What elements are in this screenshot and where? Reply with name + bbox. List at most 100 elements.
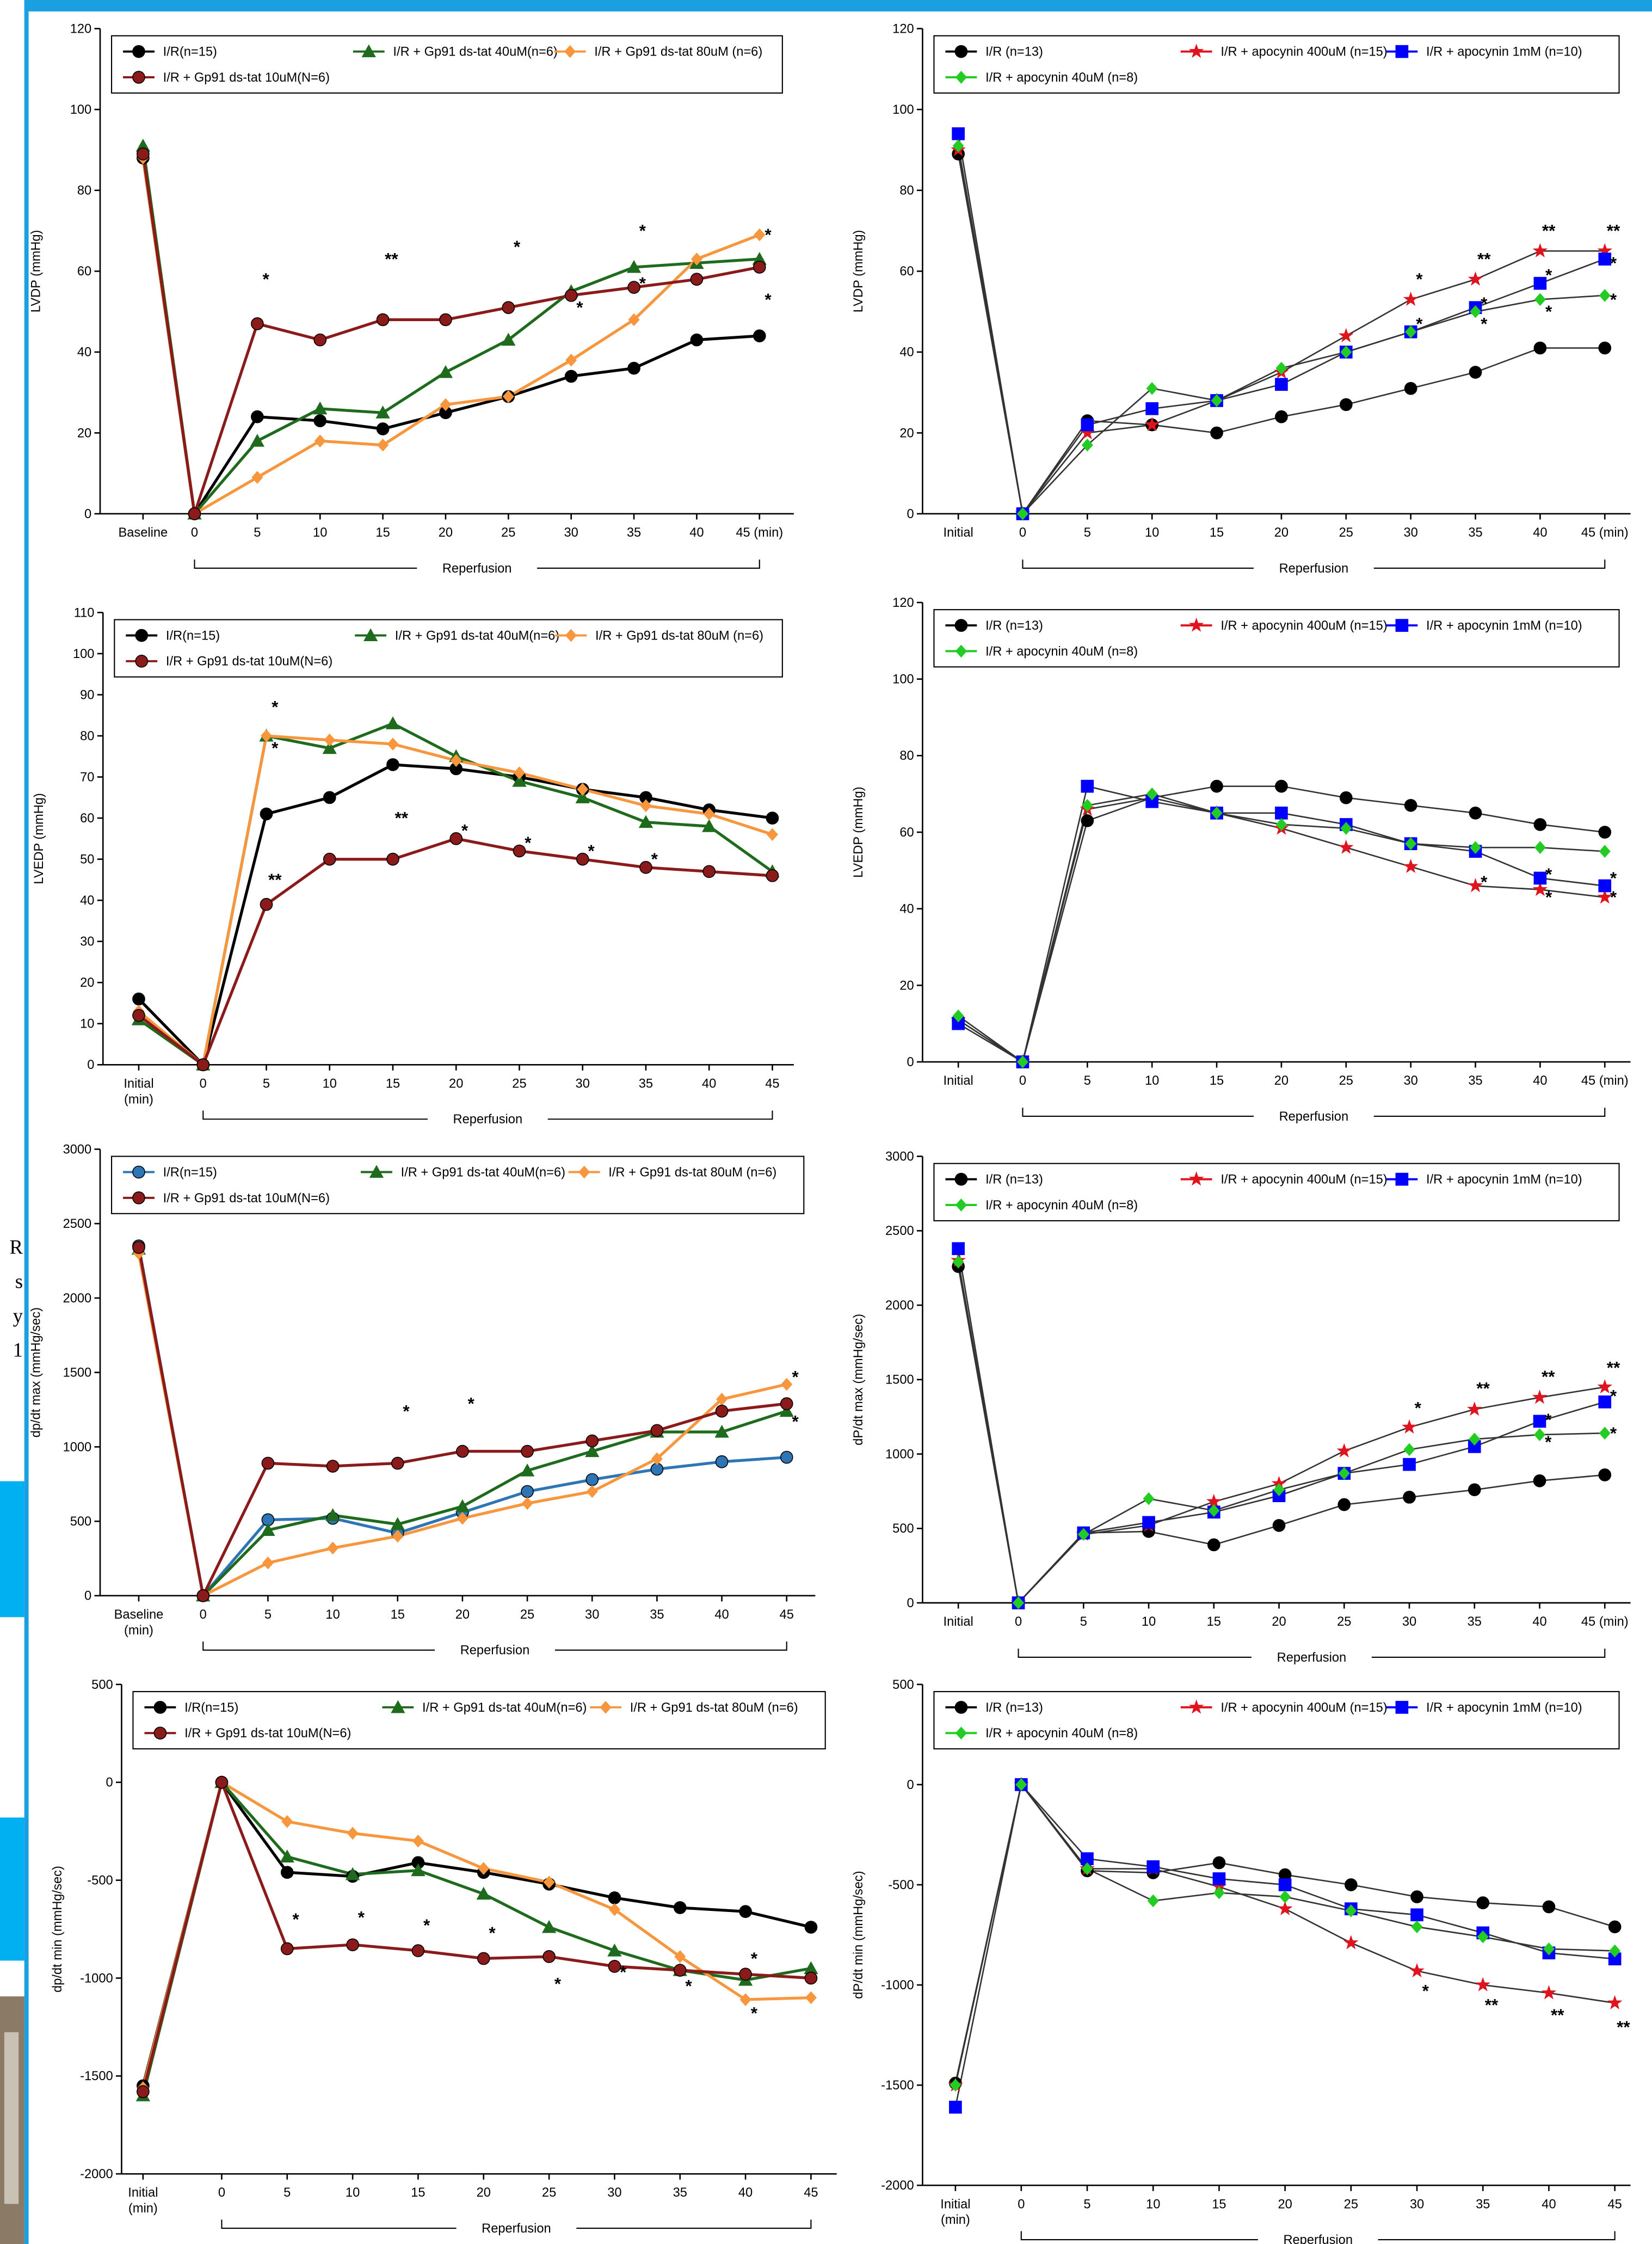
y-tick-label: 500 xyxy=(892,1678,914,1692)
marker xyxy=(1081,780,1094,793)
x-tick-label: 25 xyxy=(520,1608,534,1622)
legend-label: I/R + Gp91 ds-tat 80uM (n=6) xyxy=(630,1701,798,1715)
y-tick-label: 500 xyxy=(91,1678,113,1692)
x-tick-label: 40 xyxy=(1532,1615,1546,1629)
x-tick-label: 40 xyxy=(702,1077,716,1091)
x-tick-label: 20 xyxy=(1274,526,1289,540)
page: {"side_fragments": ["R", "s", "y", "1"],… xyxy=(0,0,1652,2244)
marker xyxy=(502,302,514,313)
side-box xyxy=(0,1817,24,1960)
marker xyxy=(1598,253,1611,266)
x-tick-label: 5 xyxy=(1083,2197,1090,2211)
legend-marker xyxy=(955,619,967,631)
marker xyxy=(766,812,778,824)
x-tick-label: 15 xyxy=(391,1608,405,1622)
y-axis-title: LVDP (mmHg) xyxy=(29,230,44,312)
marker xyxy=(197,1590,209,1602)
x-axis-title: Reperfusion xyxy=(1277,1651,1347,1665)
legend-marker xyxy=(133,1166,145,1178)
y-tick-label: 0 xyxy=(907,507,914,521)
significance-mark: * xyxy=(765,290,772,309)
significance-mark: * xyxy=(1481,872,1488,892)
y-tick-label: 120 xyxy=(70,22,91,36)
marker xyxy=(674,1964,686,1976)
x-tick-label: 35 xyxy=(627,526,641,540)
legend-label: I/R + apocynin 400uM (n=15) xyxy=(1220,1701,1387,1715)
legend-label: I/R (n=13) xyxy=(985,1173,1043,1187)
y-tick-label: 0 xyxy=(87,1058,94,1072)
y-tick-label: 2000 xyxy=(63,1292,92,1306)
marker xyxy=(703,865,715,877)
x-tick-label: 5 xyxy=(1084,526,1091,540)
significance-mark: * xyxy=(639,273,646,293)
y-axis-title: dp/dt min (mmHg/sec) xyxy=(51,1866,65,1993)
x-tick-label: 35 xyxy=(1468,1074,1482,1088)
y-tick-label: 40 xyxy=(80,894,94,908)
significance-mark: * xyxy=(588,841,595,860)
y-axis-title: LVEDP (mmHg) xyxy=(852,786,866,877)
x-tick-label: 10 xyxy=(325,1608,340,1622)
significance-mark: * xyxy=(792,1411,799,1431)
legend-label: I/R + apocynin 1mM (n=10) xyxy=(1426,1173,1582,1187)
marker xyxy=(1469,807,1481,819)
y-tick-label: 1500 xyxy=(63,1366,92,1380)
marker xyxy=(805,1921,817,1933)
x-tick-label: 10 xyxy=(313,526,327,540)
significance-mark: * xyxy=(651,849,658,869)
significance-mark: * xyxy=(1545,302,1552,321)
marker xyxy=(215,1776,227,1788)
legend-marker xyxy=(955,1701,967,1713)
y-tick-label: 120 xyxy=(892,22,914,36)
legend-label: I/R(n=15) xyxy=(163,1165,217,1179)
marker xyxy=(1543,1901,1555,1913)
legend-label: I/R + apocynin 400uM (n=15) xyxy=(1220,1173,1387,1187)
marker xyxy=(766,870,778,882)
x-tick-label: 20 xyxy=(1278,2197,1292,2211)
x-tick-label: 0 xyxy=(191,526,198,540)
marker xyxy=(377,423,389,435)
x-tick-label: 45 (min) xyxy=(1581,1074,1629,1088)
y-tick-label: 3000 xyxy=(63,1142,92,1157)
significance-mark: * xyxy=(262,269,269,289)
marker xyxy=(1142,1516,1155,1529)
x-tick-label: 45 xyxy=(804,2186,818,2200)
y-tick-label: 3000 xyxy=(885,1149,914,1164)
significance-mark: * xyxy=(468,1394,475,1413)
marker xyxy=(1534,819,1546,831)
y-tick-label: -1000 xyxy=(80,1971,113,1985)
x-tick-label: 10 xyxy=(323,1077,337,1091)
marker xyxy=(586,1474,598,1486)
marker xyxy=(392,1457,404,1469)
legend-label: I/R + Gp91 ds-tat 40uM(n=6) xyxy=(395,629,559,643)
marker xyxy=(781,1451,793,1463)
x-tick-label: 20 xyxy=(1272,1615,1286,1629)
y-tick-label: 0 xyxy=(907,1778,914,1792)
x-tick-label: 30 xyxy=(1403,1074,1417,1088)
y-tick-label: 20 xyxy=(77,426,91,440)
significance-mark: * xyxy=(1545,265,1552,285)
x-tick-label: 45 (min) xyxy=(736,526,783,540)
y-tick-label: 60 xyxy=(77,265,91,279)
x-axis-title: Reperfusion xyxy=(453,1112,523,1127)
y-tick-label: 120 xyxy=(892,596,914,610)
x-tick-label: 35 xyxy=(1468,526,1482,540)
y-tick-label: 0 xyxy=(907,1055,914,1069)
marker xyxy=(1598,880,1611,893)
marker xyxy=(133,1241,145,1253)
marker xyxy=(739,1905,751,1917)
y-tick-label: 40 xyxy=(899,902,914,917)
legend-label: I/R + apocynin 40uM (n=8) xyxy=(985,71,1138,85)
marker xyxy=(251,411,263,423)
y-tick-label: -500 xyxy=(888,1878,914,1892)
marker xyxy=(952,1242,965,1255)
significance-mark: * xyxy=(358,1907,365,1927)
x-tick-label: 25 xyxy=(501,526,515,540)
marker xyxy=(347,1939,359,1951)
marker xyxy=(478,1952,490,1964)
marker xyxy=(324,853,336,865)
top-bar xyxy=(24,0,1652,11)
significance-mark: ** xyxy=(1607,1357,1620,1377)
marker xyxy=(137,148,149,160)
x-tick-label: 15 xyxy=(1210,526,1224,540)
marker xyxy=(440,313,452,325)
